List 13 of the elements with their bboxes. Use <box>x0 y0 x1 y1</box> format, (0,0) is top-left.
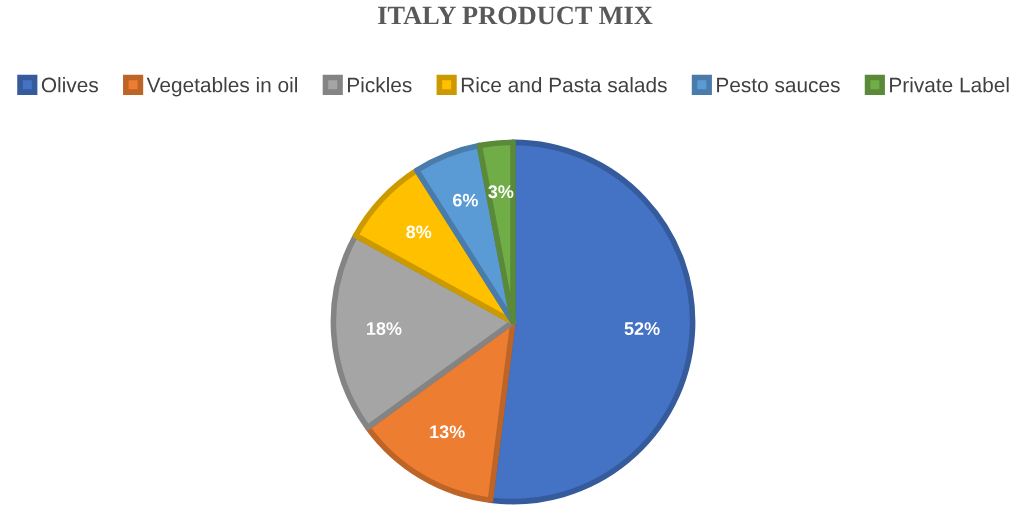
data-label: 13% <box>430 425 465 439</box>
data-label: 8% <box>406 225 432 239</box>
legend-label: Rice and Pasta salads <box>461 77 667 93</box>
legend-label: Olives <box>41 77 98 93</box>
data-label: 52% <box>624 322 660 335</box>
legend-label: Pickles <box>348 77 412 93</box>
data-label: 6% <box>453 193 478 207</box>
data-label: 3% <box>488 185 514 199</box>
legend-label: Pesto sauces <box>717 77 840 93</box>
legend-label: Private Label <box>890 77 1009 93</box>
data-label: 18% <box>367 322 402 335</box>
legend-label: Vegetables in oil <box>146 77 297 97</box>
chart-title: ITALY PRODUCT MIX <box>378 6 653 25</box>
